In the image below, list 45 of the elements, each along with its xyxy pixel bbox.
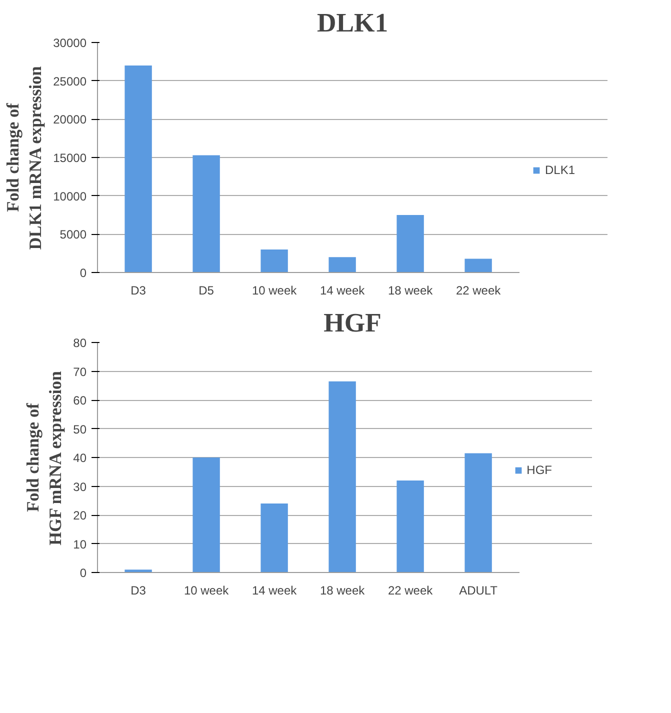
- x-tick-label: 22 week: [456, 284, 502, 298]
- y-tick-label: 15000: [53, 151, 87, 165]
- bar: [260, 504, 288, 572]
- bar: [464, 453, 492, 572]
- bar: [396, 215, 424, 272]
- x-tick-label: 18 week: [320, 584, 366, 598]
- y-tick-label: 0: [80, 566, 87, 580]
- bar: [328, 257, 356, 272]
- x-tick-label: 14 week: [320, 284, 366, 298]
- y-tick-label: 10: [73, 537, 87, 552]
- x-tick-label: 22 week: [388, 584, 434, 598]
- x-tick-label: D3: [130, 584, 146, 598]
- x-tick-label: ADULT: [459, 584, 498, 598]
- bar: [124, 66, 152, 272]
- x-tick-label: 10 week: [184, 584, 230, 598]
- bar: [328, 381, 356, 572]
- bar: [260, 250, 288, 272]
- y-tick-label: 25000: [53, 74, 87, 88]
- bar: [396, 480, 424, 572]
- y-tick-label: 70: [73, 364, 87, 379]
- y-tick-label: 10000: [53, 189, 87, 204]
- x-tick-label: D5: [198, 284, 214, 298]
- chart-title: HGF: [324, 308, 382, 338]
- x-tick-label: 18 week: [388, 284, 434, 298]
- legend-label: HGF: [526, 463, 552, 477]
- y-tick-label: 80: [73, 336, 87, 350]
- bar: [192, 458, 220, 572]
- y-tick-label: 30: [73, 480, 87, 494]
- y-tick-label: 50: [73, 422, 87, 436]
- bar: [192, 155, 220, 272]
- chart-title: DLK1: [316, 8, 388, 38]
- legend-label: DLK1: [545, 163, 576, 177]
- y-tick-label: 30000: [53, 36, 87, 50]
- y-tick-label: 40: [73, 451, 87, 465]
- y-tick-label: 60: [73, 394, 87, 408]
- y-tick-label: 0: [80, 266, 87, 280]
- x-tick-label: 14 week: [252, 584, 298, 598]
- y-axis-title: Fold change of DLK1 mRNA expression: [3, 66, 46, 250]
- y-axis-title: Fold change of HGF mRNA expression: [23, 370, 66, 546]
- x-tick-label: D3: [130, 284, 146, 298]
- y-tick-label: 20000: [53, 112, 87, 127]
- y-tick-label: 5000: [60, 228, 87, 242]
- y-tick-label: 20: [73, 508, 87, 522]
- bar: [464, 258, 492, 272]
- x-tick-label: 10 week: [252, 284, 298, 298]
